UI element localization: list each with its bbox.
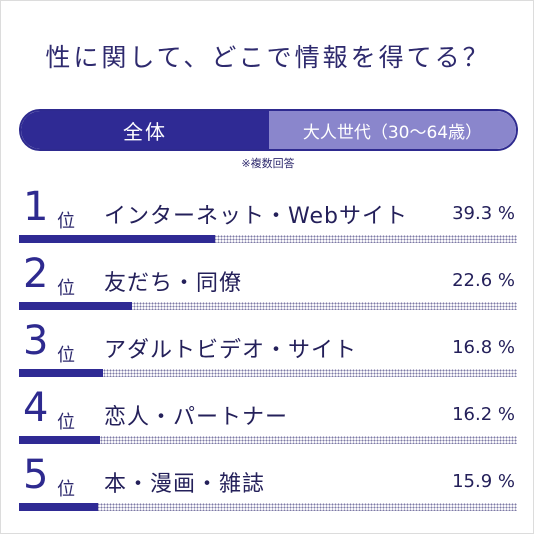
category-label: 本・漫画・雑誌 [104, 472, 266, 497]
bar [19, 302, 132, 310]
ranking-row: 2 位 友だち・同僚 22.6 % [19, 250, 517, 316]
ranking-row: 5 位 本・漫画・雑誌 15.9 % [19, 451, 517, 517]
category-label: インターネット・Webサイト [104, 204, 408, 229]
bar [19, 235, 215, 243]
multiple-answer-note: ※複数回答 [241, 157, 295, 170]
category-label: アダルトビデオ・サイト [104, 338, 358, 363]
value-label: 39.3 % [452, 203, 515, 224]
ranking-row: 1 位 インターネット・Webサイト 39.3 % [19, 183, 517, 249]
segment-tabs: 全体 大人世代（30～64歳） [19, 109, 518, 151]
bar [19, 436, 100, 444]
rank-suffix: 位 [57, 479, 75, 500]
ranking-row: 4 位 恋人・パートナー 16.2 % [19, 384, 517, 450]
value-label: 22.6 % [452, 270, 515, 291]
rank-suffix: 位 [57, 412, 75, 433]
bar-track [19, 302, 517, 310]
rank-suffix: 位 [57, 278, 75, 299]
chart-title: 性に関して、どこで情報を得てる？ [45, 43, 491, 72]
category-label: 恋人・パートナー [104, 405, 289, 430]
bar-track [19, 369, 517, 377]
bar [19, 503, 98, 511]
bar-track [19, 235, 517, 243]
rank-number: 3 [23, 318, 49, 364]
rank-suffix: 位 [57, 211, 75, 232]
rank-number: 2 [23, 251, 49, 297]
rank-number: 1 [23, 184, 49, 230]
tab-adult-generation[interactable]: 大人世代（30～64歳） [269, 111, 516, 149]
category-label: 友だち・同僚 [104, 271, 243, 296]
bar-track [19, 503, 517, 511]
value-label: 16.2 % [452, 404, 515, 425]
bar [19, 369, 103, 377]
value-label: 16.8 % [452, 337, 515, 358]
rank-number: 4 [23, 385, 49, 431]
bar-track [19, 436, 517, 444]
rank-number: 5 [23, 452, 49, 498]
rank-suffix: 位 [57, 345, 75, 366]
ranking-row: 3 位 アダルトビデオ・サイト 16.8 % [19, 317, 517, 383]
value-label: 15.9 % [452, 471, 515, 492]
tab-overall[interactable]: 全体 [21, 111, 269, 149]
